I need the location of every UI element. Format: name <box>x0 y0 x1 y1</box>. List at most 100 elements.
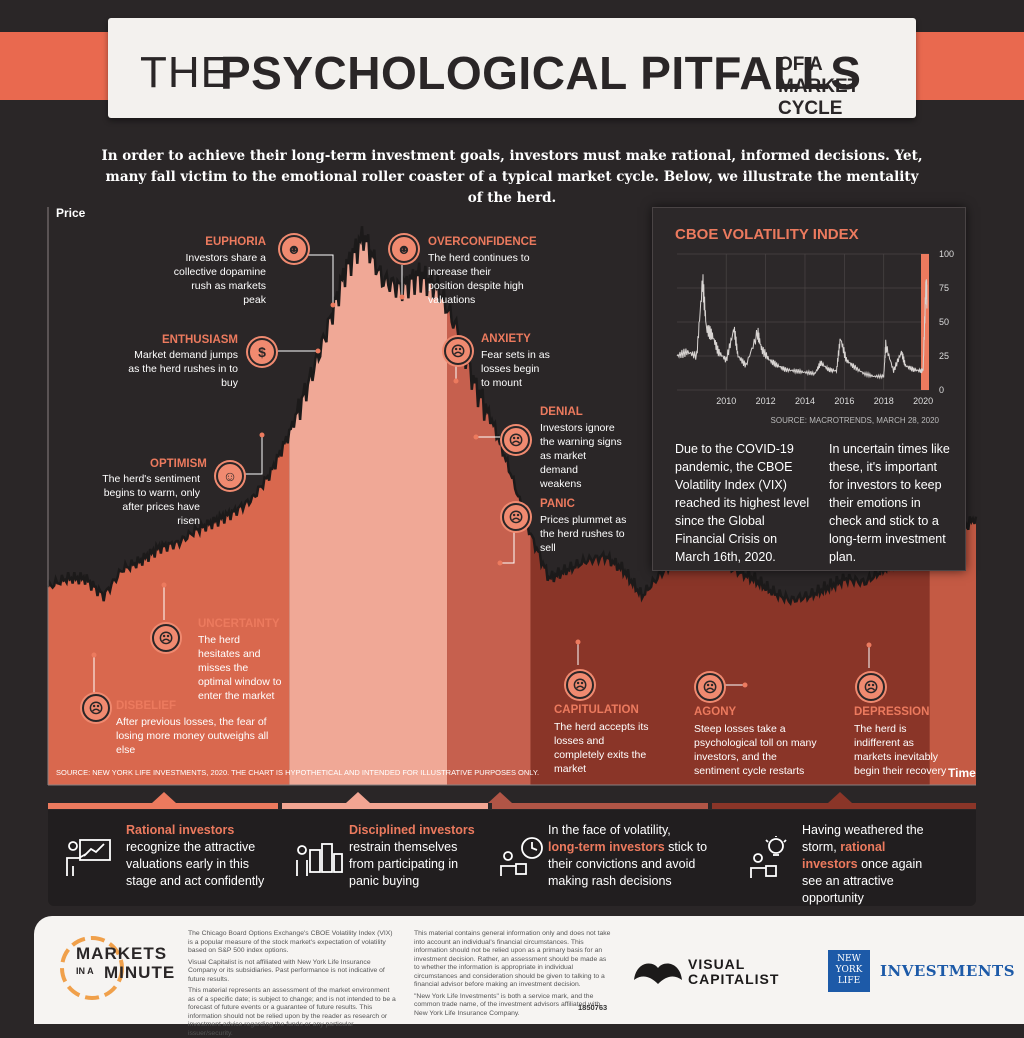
panic-face-icon: ☹ <box>502 503 530 531</box>
depression-face-icon: ☹ <box>857 673 885 701</box>
agony-face-icon: ☹ <box>696 673 724 701</box>
price-line <box>46 226 978 607</box>
disclosure-code: 1850763 <box>578 1003 608 1012</box>
anxiety-face-icon: ☹ <box>444 337 472 365</box>
x-axis-label: Time <box>948 766 976 780</box>
stage-markers <box>152 792 852 803</box>
stage-depression-title: DEPRESSION <box>854 706 930 718</box>
stage-anxiety-desc: Fear sets in as losses begin to mount <box>481 349 550 389</box>
panel-cell-1-text: recognize the attractive valuations earl… <box>126 840 265 888</box>
fine-print-left: The Chicago Board Options Exchange's CBO… <box>188 930 398 1038</box>
vix-x-tick-2010: 2010 <box>716 396 736 406</box>
stage-overconfidence-title: OVERCONFIDENCE <box>428 236 537 248</box>
stage-connectors <box>91 254 872 693</box>
panel-cell-1-bold: Rational investors <box>126 823 235 837</box>
stage-denial-desc: Investors ignore the warning signs as ma… <box>540 422 622 490</box>
cycle-region-3 <box>447 304 531 785</box>
fine-print-right: This material contains general informati… <box>414 930 612 1018</box>
fine-print-5: "New York Life Investments" is both a se… <box>414 992 601 1017</box>
podium-icon <box>296 843 343 876</box>
vix-y-tick-0: 0 <box>939 385 944 395</box>
lightbulb-icon <box>750 836 787 878</box>
title-the: THE <box>140 48 231 97</box>
visual-capitalist-logo-icon <box>634 963 682 984</box>
cycle-region-1 <box>48 429 290 785</box>
cycle-region-5 <box>929 516 976 785</box>
stage-denial-title: DENIAL <box>540 406 583 418</box>
fine-print-1: The Chicago Board Options Exchange's CBO… <box>188 930 393 954</box>
vix-x-tick-2020: 2020 <box>913 396 933 406</box>
vix-y-tick-75: 75 <box>939 283 949 293</box>
vix-x-tick-2018: 2018 <box>874 396 894 406</box>
vc-logo-visual: VISUAL <box>688 956 746 972</box>
investments-logo-text: INVESTMENTS <box>880 962 1016 980</box>
stage-bar-3 <box>492 803 708 809</box>
clock-investor-icon <box>500 837 543 876</box>
stage-optimism-title: OPTIMISM <box>150 458 207 470</box>
stage-euphoria-desc: Investors share a collective dopamine ru… <box>173 252 266 306</box>
panel-cell-1: Rational investors recognize the attracti… <box>126 822 266 890</box>
vix-line <box>676 274 928 380</box>
panel-cell-2-bold: Disciplined investors <box>349 823 475 837</box>
stage-agony-title: AGONY <box>694 706 737 718</box>
stage-bar-2 <box>282 803 488 809</box>
stage-panic-title: PANIC <box>540 498 575 510</box>
enthusiasm-face-icon: $ <box>248 338 276 366</box>
vix-x-tick-2012: 2012 <box>756 396 776 406</box>
nyl-logo-box <box>828 950 870 992</box>
stage-bar-1 <box>48 803 278 809</box>
panel-cell-3-bold: long-term investors <box>548 840 665 854</box>
panel-cell-2-text: restrain themselves from participating i… <box>349 840 459 888</box>
optimism-face-icon: ☺ <box>216 462 244 490</box>
fine-print-4: This material contains general informati… <box>414 930 611 988</box>
stage-enthusiasm-desc: Market demand jumps as the herd rushes i… <box>128 349 238 389</box>
fine-print-3: This material represents an assessment o… <box>188 987 396 1037</box>
panel-cell-3: In the face of volatility, long-term inve… <box>548 822 708 890</box>
title-main: PSYCHOLOGICAL PITFALLS <box>220 47 862 99</box>
intro-text: In order to achieve their long-term inve… <box>101 148 923 206</box>
panel-cell-2: Disciplined investors restrain themselves… <box>349 822 479 890</box>
stage-euphoria-title: EUPHORIA <box>205 236 266 248</box>
capitulation-face-icon: ☹ <box>566 671 594 699</box>
stage-panic-desc: Prices plummet as the herd rushes to sel… <box>540 514 627 554</box>
nyl-logo-text: NEW YORK LIFE <box>835 954 863 986</box>
fine-print-2: Visual Capitalist is not affiliated with… <box>188 958 385 983</box>
market-cycle-chart: Price Time SOURCE: NEW YORK LIFE INVESTM… <box>46 206 978 786</box>
logo-minute: MINUTE <box>104 963 176 982</box>
panel-cell-3-text-a: In the face of volatility, <box>548 823 671 837</box>
panel-cell-4: Having weathered the storm, rational inv… <box>802 822 942 907</box>
title-box <box>108 18 916 118</box>
vix-y-tick-50: 50 <box>939 317 949 327</box>
stage-uncertainty-title: UNCERTAINTY <box>198 618 280 630</box>
cycle-region-4 <box>530 533 930 785</box>
panel-cell-4-bold: rational investors <box>802 840 886 871</box>
stage-depression-desc: The herd is indifferent as markets inevi… <box>854 723 947 777</box>
stage-optimism-desc: The herd's sentiment begins to warm, onl… <box>102 473 200 527</box>
logo-markets: MARKETS <box>76 944 168 963</box>
stage-agony-desc: Steep losses take a psychological toll o… <box>694 723 817 777</box>
euphoria-face-icon: ☻ <box>280 235 308 263</box>
vix-box: CBOE VOLATILITY INDEX 2010 2012 2014 2016 20… <box>652 207 966 571</box>
stage-capitulation-title: CAPITULATION <box>554 704 639 716</box>
logo-in-a: IN A <box>76 966 94 976</box>
vix-y-tick-100: 100 <box>939 249 954 259</box>
denial-face-icon: ☹ <box>502 426 530 454</box>
cycle-region-2 <box>289 226 448 785</box>
disbelief-face-icon: ☹ <box>82 694 110 722</box>
title-sub: OF A MARKET CYCLE <box>778 54 860 119</box>
stage-uncertainty-desc: The herd hesitates and misses the optima… <box>198 634 282 702</box>
overconfidence-face-icon: ☻ <box>390 235 418 263</box>
vix-source: SOURCE: MACROTRENDS, MARCH 28, 2020 <box>770 416 939 425</box>
presentation-icon <box>66 839 111 876</box>
panel-cell-4-text-a: Having weathered the storm, <box>802 823 924 854</box>
vix-x-tick-2014: 2014 <box>795 396 815 406</box>
vc-logo-capitalist: CAPITALIST <box>688 971 780 987</box>
stage-enthusiasm-title: ENTHUSIASM <box>161 334 238 346</box>
stage-disbelief-desc: After previous losses, the fear of losin… <box>116 716 269 756</box>
chart-source: SOURCE: NEW YORK LIFE INVESTMENTS, 2020.… <box>56 768 539 777</box>
panel-cell-3-text-b: stick to their convictions and avoid mak… <box>548 840 708 888</box>
markets-in-a-minute-logo <box>60 936 124 1000</box>
vix-paragraph-1: Due to the COVID-19 pandemic, the CBOE V… <box>675 442 810 564</box>
vix-paragraph-2: In uncertain times like these, it's impo… <box>829 442 950 564</box>
vix-y-tick-25: 25 <box>939 351 949 361</box>
